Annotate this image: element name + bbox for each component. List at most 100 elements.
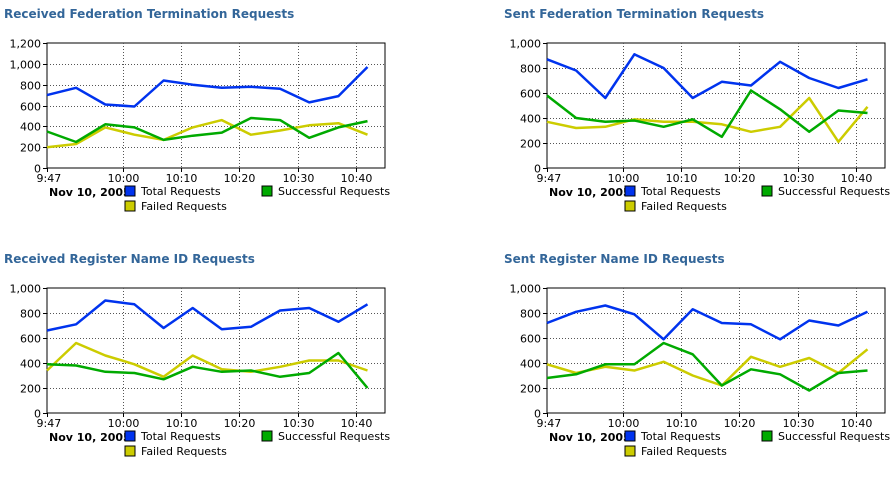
chart-title: Sent Register Name ID Requests — [504, 252, 725, 266]
series-line — [546, 89, 868, 139]
date-label: Nov 10, 2005 — [49, 431, 131, 444]
y-tick-label: 600 — [520, 333, 541, 346]
plot-frame — [46, 42, 386, 169]
date-label: Nov 10, 2005 — [549, 431, 631, 444]
series-line — [46, 118, 368, 149]
legend-swatch — [261, 185, 273, 197]
chart-panel-received-federation-termination: Received Federation Termination Requests… — [0, 0, 445, 234]
x-tick-label: 10:40 — [841, 172, 873, 185]
legend-swatch — [124, 185, 136, 197]
series-line — [546, 96, 869, 144]
series-line — [46, 351, 369, 389]
x-tick-label: 10:40 — [341, 172, 373, 185]
y-tick-label: 400 — [520, 358, 541, 371]
x-tick-label: 9:47 — [537, 172, 562, 185]
plot-frame — [46, 287, 386, 414]
chart-sent-register-name-id: 0 200 400 600 800 1,000 9:47 10:00 10:10 10:20 10:… — [510, 283, 890, 459]
x-tick-label: 10:30 — [283, 417, 315, 430]
plot-frame — [546, 42, 886, 169]
series-line — [46, 66, 369, 108]
x-tick-label: 10:20 — [724, 172, 756, 185]
x-tick-label: 10:10 — [166, 417, 198, 430]
x-tick-label: 10:40 — [841, 417, 873, 430]
chart-title: Received Federation Termination Requests — [4, 7, 295, 21]
series-line — [46, 341, 368, 379]
chart-received-federation-termination: 0 200 400 600 800 1,000 1,200 9:47 10:00 10:10 10:… — [10, 38, 391, 214]
y-tick-label: 0 — [34, 408, 41, 421]
legend-swatch — [624, 200, 636, 212]
y-tick-label: 600 — [20, 333, 41, 346]
legend-swatch — [761, 185, 773, 197]
series-line — [46, 299, 369, 332]
y-tick-label: 200 — [520, 138, 541, 151]
x-tick-label: 10:20 — [224, 417, 256, 430]
legend-swatch — [761, 430, 773, 442]
legend-label: Total Requests — [140, 185, 221, 198]
y-tick-label: 200 — [20, 383, 41, 396]
chart-panel-sent-register-name-id: Sent Register Name ID Requests 0 200 400 60… — [500, 245, 890, 479]
chart-title: Received Register Name ID Requests — [4, 252, 255, 266]
legend-swatch — [261, 430, 273, 442]
y-tick-label: 600 — [20, 101, 41, 114]
x-tick-label: 10:00 — [608, 417, 640, 430]
legend-label: Total Requests — [640, 430, 721, 443]
x-tick-label: 10:00 — [608, 172, 640, 185]
date-label: Nov 10, 2005 — [49, 186, 131, 199]
legend-label: Failed Requests — [141, 200, 227, 213]
y-tick-label: 0 — [534, 163, 541, 176]
y-tick-label: 400 — [20, 358, 41, 371]
y-tick-label: 800 — [520, 308, 541, 321]
legend-label: Successful Requests — [778, 185, 890, 198]
x-tick-label: 10:30 — [783, 417, 815, 430]
legend-label: Successful Requests — [278, 185, 390, 198]
date-label: Nov 10, 2005 — [549, 186, 631, 199]
x-tick-label: 9:47 — [37, 172, 62, 185]
series-line — [546, 304, 869, 341]
chart-sent-federation-termination: 0 200 400 600 800 1,000 9:47 10:00 10:10 10:20 10:… — [510, 38, 890, 214]
legend-label: Total Requests — [140, 430, 221, 443]
y-tick-label: 1,000 — [510, 283, 542, 296]
x-tick-label: 9:47 — [37, 417, 62, 430]
y-tick-label: 0 — [34, 163, 41, 176]
legend-swatch — [624, 445, 636, 457]
legend-swatch — [124, 200, 136, 212]
legend-label: Successful Requests — [778, 430, 890, 443]
x-tick-label: 10:10 — [666, 172, 698, 185]
y-tick-label: 800 — [20, 308, 41, 321]
y-tick-label: 200 — [20, 142, 41, 155]
chart-panel-sent-federation-termination: Sent Federation Termination Requests 0 20… — [500, 0, 890, 234]
y-tick-label: 400 — [520, 113, 541, 126]
y-tick-label: 400 — [20, 121, 41, 134]
legend-label: Failed Requests — [141, 445, 227, 458]
chart-panel-received-register-name-id: Received Register Name ID Requests 0 200 4… — [0, 245, 445, 479]
series-line — [546, 53, 868, 100]
series-line — [46, 116, 368, 144]
legend-label: Total Requests — [640, 185, 721, 198]
x-tick-label: 10:10 — [666, 417, 698, 430]
y-tick-label: 200 — [520, 383, 541, 396]
legend-swatch — [124, 430, 136, 442]
y-tick-label: 1,000 — [510, 38, 542, 51]
legend-label: Failed Requests — [641, 200, 727, 213]
y-tick-label: 1,200 — [10, 38, 42, 51]
series-line — [546, 348, 869, 387]
series-line — [546, 341, 868, 392]
y-tick-label: 1,000 — [10, 283, 42, 296]
legend-label: Successful Requests — [278, 430, 390, 443]
legend-swatch — [624, 430, 636, 442]
x-tick-label: 9:47 — [537, 417, 562, 430]
x-tick-label: 10:10 — [166, 172, 198, 185]
x-tick-label: 10:20 — [224, 172, 256, 185]
y-tick-label: 800 — [520, 63, 541, 76]
x-tick-label: 10:30 — [783, 172, 815, 185]
legend-swatch — [124, 445, 136, 457]
legend-swatch — [624, 185, 636, 197]
x-tick-label: 10:00 — [108, 172, 140, 185]
chart-received-register-name-id: 0 200 400 600 800 1,000 9:47 10:00 10:10 10:20 10:… — [10, 283, 391, 459]
chart-title: Sent Federation Termination Requests — [504, 7, 765, 21]
x-tick-label: 10:00 — [108, 417, 140, 430]
y-tick-label: 800 — [20, 80, 41, 93]
x-tick-label: 10:20 — [724, 417, 756, 430]
y-tick-label: 0 — [534, 408, 541, 421]
x-tick-label: 10:40 — [341, 417, 373, 430]
